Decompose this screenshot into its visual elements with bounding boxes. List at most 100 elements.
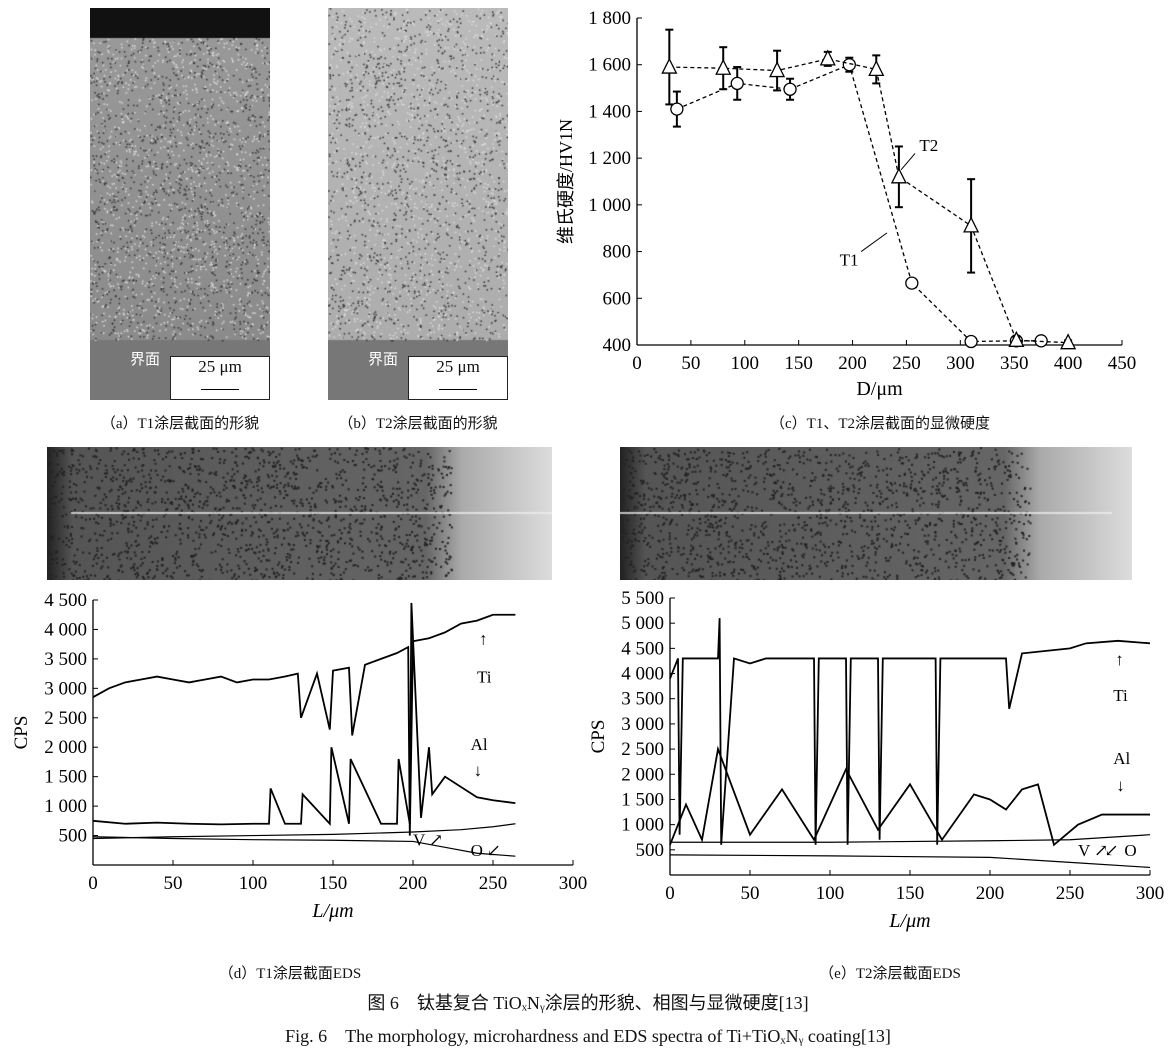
data-point-T2 [661,57,678,74]
x-tick-label: 100 [816,883,845,904]
x-tick-label: 100 [731,353,760,374]
data-point-T1 [670,102,684,116]
scale-bar: 25 μm [408,356,508,400]
x-tick-label: 200 [838,353,867,374]
data-point-T1 [1034,334,1048,348]
figure-caption-cn: 图 6 钛基复合 TiOₓNᵧ涂层的形貌、相图与显微硬度[13] [367,993,809,1013]
arrow-icon: ↙ [487,841,501,860]
series-label-V: V [413,831,426,850]
caption-c: （c）T1、T2涂层截面的显微硬度 [770,416,990,432]
series-line-V [92,823,516,840]
data-point-T2 [868,59,885,77]
y-tick-label: 4 000 [621,664,664,685]
scale-bar: 25 μm [170,356,270,400]
x-tick-label: 300 [1136,883,1165,904]
series-line-V [670,834,1151,843]
series-line-O [92,836,516,857]
arrow-icon: ↗ [429,831,443,850]
data-point-T2 [819,49,836,66]
scale-label: 25 μm [436,357,480,376]
caption-e: （e）T2涂层截面EDS [819,966,961,982]
y-tick-label: 600 [603,288,632,309]
x-tick-label: 200 [399,873,428,894]
x-tick-label: 450 [1108,353,1137,374]
x-axis-label: L/μm [888,910,930,932]
series-line-Al [669,745,1150,847]
series-line-O [669,854,1151,869]
x-axis-label: L/μm [311,900,353,922]
y-tick-label: 1 000 [621,815,664,836]
x-tick-label: 300 [946,353,975,374]
data-point-T2 [1060,333,1077,350]
micrograph-t1-cross-section: 界面 25 μm [90,8,270,400]
series-label-Al: Al [471,735,488,754]
y-tick-label: 1 200 [588,148,631,169]
data-point-T2 [769,61,786,78]
x-tick-label: 250 [479,873,508,894]
y-tick-label: 1 000 [588,195,631,216]
series-line-Al [92,602,516,827]
eds-chart-t1: 0 50 100 150 200 250 300 500 1 000 1 500 2 000 2 50… [11,590,588,922]
series-label-Ti: Ti [477,667,492,686]
data-point-T1 [842,58,856,72]
arrow-icon: ↓ [1116,776,1125,795]
series-label-T2: T2 [919,136,938,155]
series-line-Ti [669,618,1151,845]
y-tick-label: 4 500 [44,590,87,611]
x-tick-label: 0 [632,353,642,374]
t1-leader [860,232,888,252]
y-tick-label: 5 500 [621,588,664,609]
y-tick-label: 500 [59,826,88,847]
x-tick-label: 300 [559,873,588,894]
series-line-T1 [676,63,1042,343]
x-tick-label: 0 [88,873,98,894]
y-tick-label: 5 000 [621,613,664,634]
y-tick-label: 2 500 [44,708,87,729]
x-tick-label: 250 [892,353,921,374]
t2-leader [900,153,916,171]
x-tick-label: 0 [665,883,675,904]
x-tick-label: 50 [164,873,183,894]
y-tick-label: 4 000 [44,619,87,640]
x-tick-label: 100 [239,873,268,894]
y-tick-label: 1 000 [44,796,87,817]
series-line-T2 [669,58,1069,344]
arrow-icon: ↑ [1115,650,1124,669]
y-tick-label: 1 500 [621,789,664,810]
caption-b: （b）T2涂层截面的形貌 [338,416,498,432]
x-axis-label: D/μm [856,378,903,400]
y-tick-label: 2 500 [621,739,664,760]
y-tick-label: 3 000 [621,714,664,735]
eds-chart-t2: 0 50 100 150 200 250 300 500 1 000 1 500 2 000 2 50… [588,588,1165,932]
arrow-icon: ↓ [474,761,483,780]
y-axis-label: 维氏硬度/HV1N [556,119,576,244]
data-point-T1 [730,76,744,91]
series-label-O: O [1124,841,1136,860]
series-label-Al: Al [1113,749,1130,768]
y-tick-label: 1 400 [588,101,631,122]
y-tick-label: 4 500 [621,638,664,659]
x-tick-label: 350 [1000,353,1028,374]
data-point-T2 [890,167,907,184]
series-line-Ti [92,613,516,836]
x-tick-label: 250 [1056,883,1085,904]
x-tick-label: 200 [976,883,1005,904]
arrow-icon: ↙ [1104,841,1118,860]
y-tick-label: 3 500 [44,649,87,670]
scale-label: 25 μm [198,357,242,376]
series-label-V: V [1078,841,1091,860]
y-tick-label: 1 800 [588,8,631,29]
figure-caption-en: Fig. 6 The morphology, microhardness and… [285,1026,891,1046]
hardness-chart: 0 50 100 150 200 250 300 350 400 450 400 600 800 1 00… [556,8,1137,400]
series-label-Ti: Ti [1113,686,1128,705]
arrow-icon: ↑ [479,629,488,648]
data-point-T2 [1008,330,1025,347]
y-tick-label: 800 [603,242,632,263]
y-axis-label: CPS [588,720,609,754]
y-tick-label: 1 600 [588,55,631,76]
eds-line-scan-image-t2 [620,447,1132,580]
x-tick-label: 50 [681,353,700,374]
caption-d: （d）T1涂层截面EDS [218,966,362,982]
series-label-O: O [471,841,483,860]
micrograph-t2-cross-section: 界面 25 μm [328,8,508,400]
